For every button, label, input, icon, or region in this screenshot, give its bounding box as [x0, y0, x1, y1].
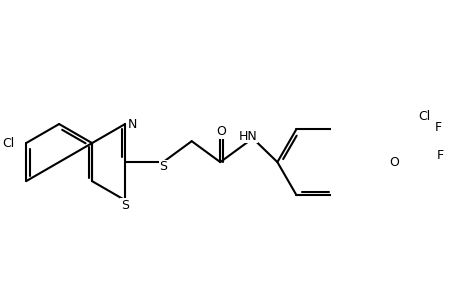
Text: N: N — [128, 118, 137, 130]
Text: S: S — [159, 160, 167, 173]
Text: S: S — [121, 199, 129, 212]
Text: F: F — [435, 149, 442, 162]
Text: Cl: Cl — [2, 136, 14, 150]
Text: F: F — [433, 121, 441, 134]
Text: O: O — [216, 125, 225, 138]
Text: HN: HN — [238, 130, 257, 143]
Text: O: O — [388, 156, 398, 169]
Text: Cl: Cl — [418, 110, 430, 123]
